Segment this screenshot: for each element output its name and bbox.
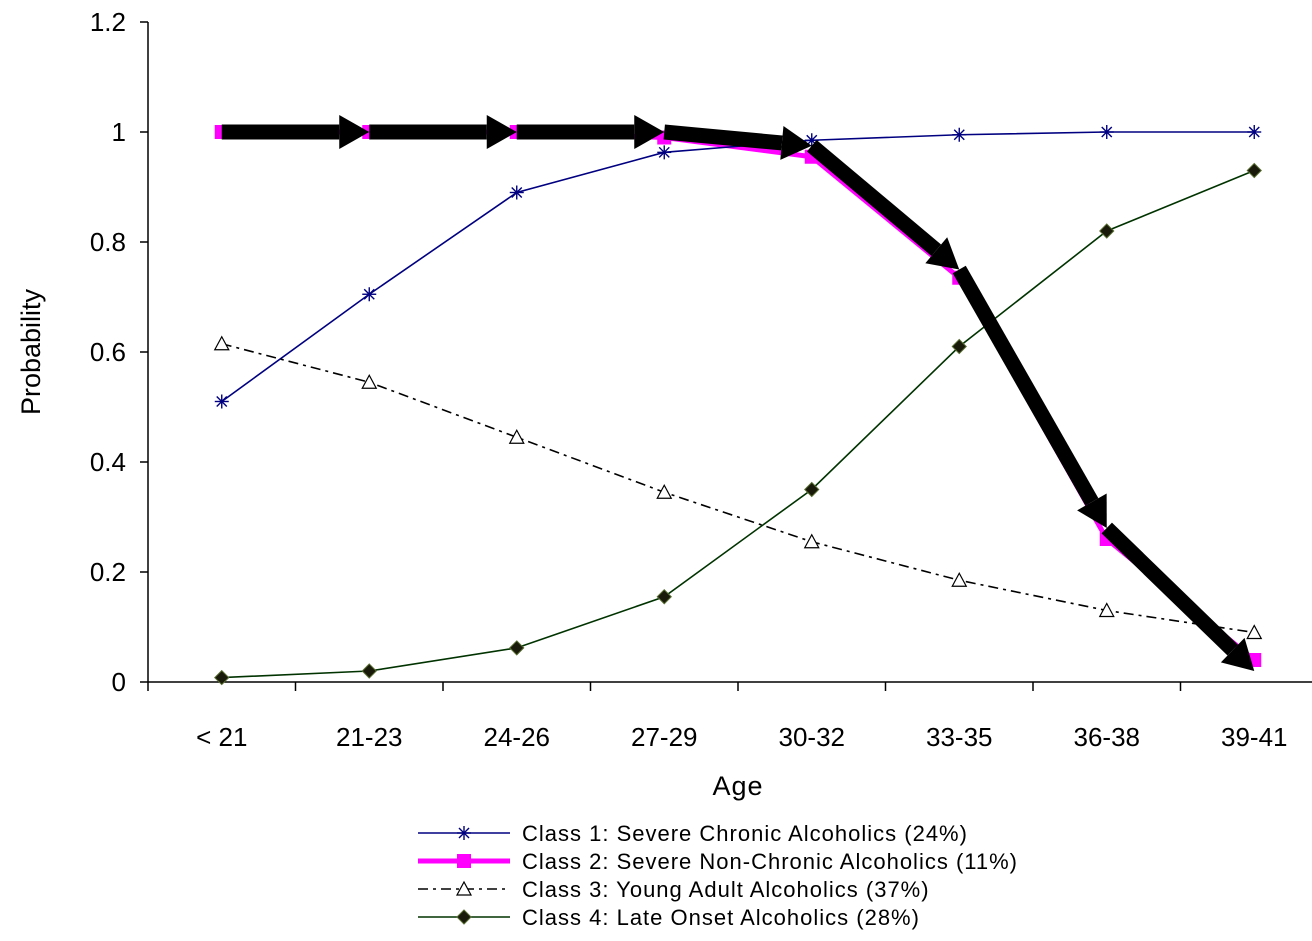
legend-label: Class 2: Severe Non-Chronic Alcoholics (… <box>522 849 1018 874</box>
legend-label: Class 3: Young Adult Alcoholics (37%) <box>522 877 930 902</box>
series-3-point <box>361 373 378 389</box>
arrow-head <box>634 115 665 149</box>
series-4-point <box>1246 162 1262 179</box>
legend-entry-3: Class 3: Young Adult Alcoholics (37%) <box>418 877 930 902</box>
arrow-head <box>1077 493 1107 528</box>
series-1-point <box>1247 125 1262 139</box>
legend-entry-1: Class 1: Severe Chronic Alcoholics (24%) <box>418 821 968 846</box>
legend-swatch-marker <box>455 880 473 896</box>
arrow-segment <box>1101 522 1255 671</box>
series-4-point <box>509 640 525 656</box>
arrow-head <box>1220 637 1255 671</box>
series-2 <box>214 125 1262 667</box>
series-4-point <box>656 589 672 605</box>
series-1 <box>214 125 1262 409</box>
series-3-point <box>803 533 820 549</box>
series-3-point <box>1246 624 1263 640</box>
arrow-head <box>339 115 370 149</box>
series-3-point <box>951 571 968 587</box>
legend-label: Class 1: Severe Chronic Alcoholics (24%) <box>522 821 968 846</box>
series-1-point <box>214 394 229 409</box>
y-tick-label: 1 <box>112 117 126 147</box>
arrow-annotation <box>221 115 1255 671</box>
x-tick-label: 21-23 <box>336 722 403 752</box>
legend-swatch-marker <box>456 909 472 925</box>
y-tick-label: 0.2 <box>90 557 126 587</box>
axes: 0 0.2 0.4 0.6 0.8 1 1.2 < 21 21-23 24-26 27-29 30-3… <box>16 7 1312 801</box>
series-2-line <box>221 129 1256 662</box>
legend-entry-2: Class 2: Severe Non-Chronic Alcoholics (… <box>418 849 1018 874</box>
x-tick-label: 36-38 <box>1074 722 1141 752</box>
series-3-point <box>656 483 673 499</box>
arrow-segment <box>221 115 370 149</box>
y-axis-title: Probability <box>16 288 46 415</box>
series-1-point <box>952 127 967 142</box>
arrow-shaft <box>663 124 783 151</box>
arrow-segment <box>952 265 1107 528</box>
series-4 <box>214 162 1262 686</box>
x-axis-title: Age <box>712 771 763 801</box>
series-3-point <box>213 335 230 351</box>
x-tick-label: < 21 <box>196 722 247 752</box>
series-3-point <box>508 428 525 444</box>
arrow-segment <box>369 115 517 149</box>
series-layer <box>213 125 1263 686</box>
series-3-point <box>1098 602 1115 618</box>
y-tick-label: 0.4 <box>90 447 126 477</box>
arrow-head <box>925 237 960 270</box>
arrow-segment <box>806 140 960 270</box>
series-4-point <box>951 338 967 355</box>
x-tick-label: 30-32 <box>779 722 846 752</box>
legend-label: Class 4: Late Onset Alcoholics (28%) <box>522 905 920 930</box>
legend-swatch-marker <box>457 826 471 840</box>
series-1-point <box>362 287 377 302</box>
x-tick-label: 27-29 <box>631 722 698 752</box>
legend-swatch-marker <box>457 854 471 868</box>
legend: Class 1: Severe Chronic Alcoholics (24%)… <box>418 821 1018 930</box>
series-1-point <box>1099 125 1114 139</box>
y-tick-label: 0.8 <box>90 227 126 257</box>
series-4-line <box>221 169 1255 679</box>
arrow-segment <box>663 124 812 160</box>
series-4-point <box>361 663 377 679</box>
arrow-shaft <box>806 140 942 256</box>
arrow-segment <box>516 115 665 149</box>
y-tick-label: 0.6 <box>90 337 126 367</box>
y-tick-label: 0 <box>112 667 126 697</box>
y-tick-label: 1.2 <box>90 7 126 37</box>
legend-entry-4: Class 4: Late Onset Alcoholics (28%) <box>418 905 920 930</box>
series-4-point <box>214 669 230 686</box>
series-3 <box>213 335 1263 640</box>
arrow-shaft <box>1101 522 1238 656</box>
x-tick-label: 24-26 <box>484 722 551 752</box>
arrow-head <box>486 115 517 149</box>
arrow-shaft <box>952 265 1099 506</box>
series-1-point <box>657 145 672 160</box>
series-1-line <box>221 131 1255 403</box>
series-4-point <box>804 481 820 498</box>
series-4-point <box>1099 223 1115 239</box>
series-3-line <box>221 342 1255 634</box>
arrow-head <box>780 126 812 160</box>
x-tick-label: 33-35 <box>926 722 993 752</box>
series-1-point <box>509 185 524 200</box>
x-tick-label: 39-41 <box>1221 722 1288 752</box>
